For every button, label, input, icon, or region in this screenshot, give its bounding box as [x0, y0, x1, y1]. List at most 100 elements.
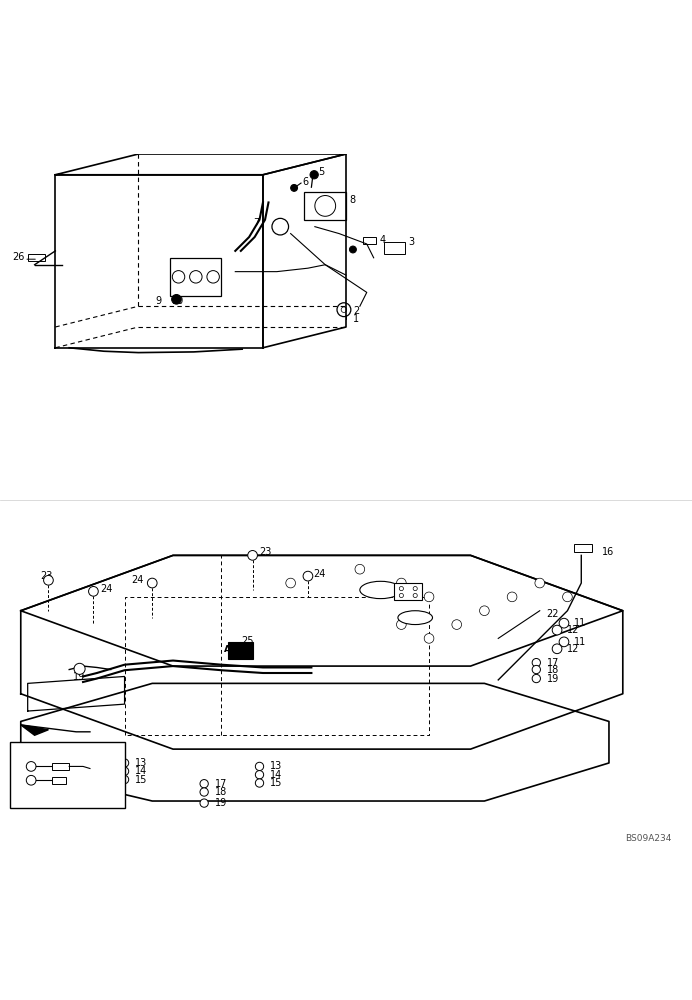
Text: 15: 15: [270, 778, 282, 788]
Circle shape: [315, 196, 336, 216]
Circle shape: [291, 184, 298, 191]
Text: 13: 13: [270, 761, 282, 771]
Text: 1: 1: [353, 314, 359, 324]
Text: 20: 20: [19, 762, 30, 771]
Bar: [170, 258, 221, 296]
Circle shape: [559, 618, 569, 628]
Text: 13: 13: [135, 758, 147, 768]
Circle shape: [532, 658, 540, 667]
Circle shape: [337, 303, 351, 317]
Circle shape: [26, 775, 36, 785]
Circle shape: [552, 625, 562, 635]
Circle shape: [532, 665, 540, 674]
Circle shape: [26, 762, 36, 771]
Circle shape: [120, 759, 129, 767]
Text: 24: 24: [100, 584, 113, 594]
Text: 3: 3: [408, 237, 415, 247]
Circle shape: [172, 271, 185, 283]
Bar: [52, 777, 66, 784]
Circle shape: [532, 674, 540, 683]
Circle shape: [303, 571, 313, 581]
Circle shape: [341, 307, 347, 312]
Circle shape: [120, 767, 129, 775]
Text: 18: 18: [547, 665, 559, 675]
Circle shape: [310, 171, 318, 179]
Text: 18: 18: [215, 787, 227, 797]
Bar: [28, 254, 45, 261]
Circle shape: [255, 779, 264, 787]
Bar: [384, 242, 405, 254]
Circle shape: [200, 780, 208, 788]
Circle shape: [563, 592, 572, 602]
Text: 12: 12: [567, 644, 580, 654]
Circle shape: [200, 788, 208, 796]
Text: 15: 15: [135, 775, 147, 785]
Text: 24: 24: [131, 575, 144, 585]
Circle shape: [120, 775, 129, 784]
Circle shape: [480, 606, 489, 616]
Text: BS09A234: BS09A234: [625, 834, 671, 843]
Text: 9: 9: [156, 296, 162, 306]
Circle shape: [44, 575, 53, 585]
Circle shape: [399, 586, 403, 591]
Circle shape: [190, 271, 202, 283]
Bar: [10, 742, 125, 808]
Circle shape: [248, 551, 257, 560]
Text: 19: 19: [547, 674, 559, 684]
Text: 19: 19: [73, 672, 85, 682]
Text: 16: 16: [602, 547, 614, 557]
Circle shape: [272, 218, 289, 235]
Text: A: A: [224, 645, 231, 654]
Text: 26: 26: [12, 252, 25, 262]
Circle shape: [255, 762, 264, 771]
Circle shape: [559, 637, 569, 647]
Polygon shape: [21, 725, 48, 735]
Text: 7: 7: [253, 218, 260, 228]
Circle shape: [74, 663, 85, 674]
Circle shape: [286, 578, 295, 588]
Circle shape: [349, 246, 356, 253]
Circle shape: [413, 593, 417, 598]
Circle shape: [147, 578, 157, 588]
Circle shape: [397, 620, 406, 629]
Text: 24: 24: [313, 569, 325, 579]
Circle shape: [424, 592, 434, 602]
Circle shape: [452, 620, 462, 629]
Bar: [394, 583, 422, 600]
Circle shape: [507, 592, 517, 602]
Circle shape: [413, 586, 417, 591]
Text: A~: A~: [19, 793, 35, 803]
Text: 17: 17: [547, 658, 559, 668]
Bar: [304, 192, 346, 220]
Bar: [363, 237, 376, 244]
Bar: [52, 763, 69, 770]
Circle shape: [207, 271, 219, 283]
Text: 19: 19: [215, 798, 227, 808]
Bar: [228, 642, 253, 659]
Ellipse shape: [398, 611, 432, 625]
Text: A: A: [247, 645, 254, 654]
Circle shape: [399, 593, 403, 598]
Ellipse shape: [360, 581, 401, 599]
Text: 21: 21: [19, 776, 30, 785]
Text: 8: 8: [349, 195, 356, 205]
Text: 11: 11: [574, 618, 587, 628]
Text: 14: 14: [270, 770, 282, 780]
Text: 5: 5: [318, 167, 325, 177]
Text: 11: 11: [574, 637, 587, 647]
Text: 4: 4: [379, 235, 385, 245]
Circle shape: [535, 578, 545, 588]
Text: 14: 14: [135, 766, 147, 776]
Circle shape: [424, 634, 434, 643]
Circle shape: [355, 564, 365, 574]
Bar: [574, 544, 592, 552]
Circle shape: [397, 578, 406, 588]
Circle shape: [552, 644, 562, 654]
Text: 23: 23: [40, 571, 53, 581]
Text: 25: 25: [241, 636, 253, 646]
Text: 6: 6: [302, 177, 309, 187]
Circle shape: [200, 799, 208, 807]
Text: 2: 2: [353, 306, 359, 316]
Circle shape: [89, 586, 98, 596]
Polygon shape: [21, 555, 623, 666]
